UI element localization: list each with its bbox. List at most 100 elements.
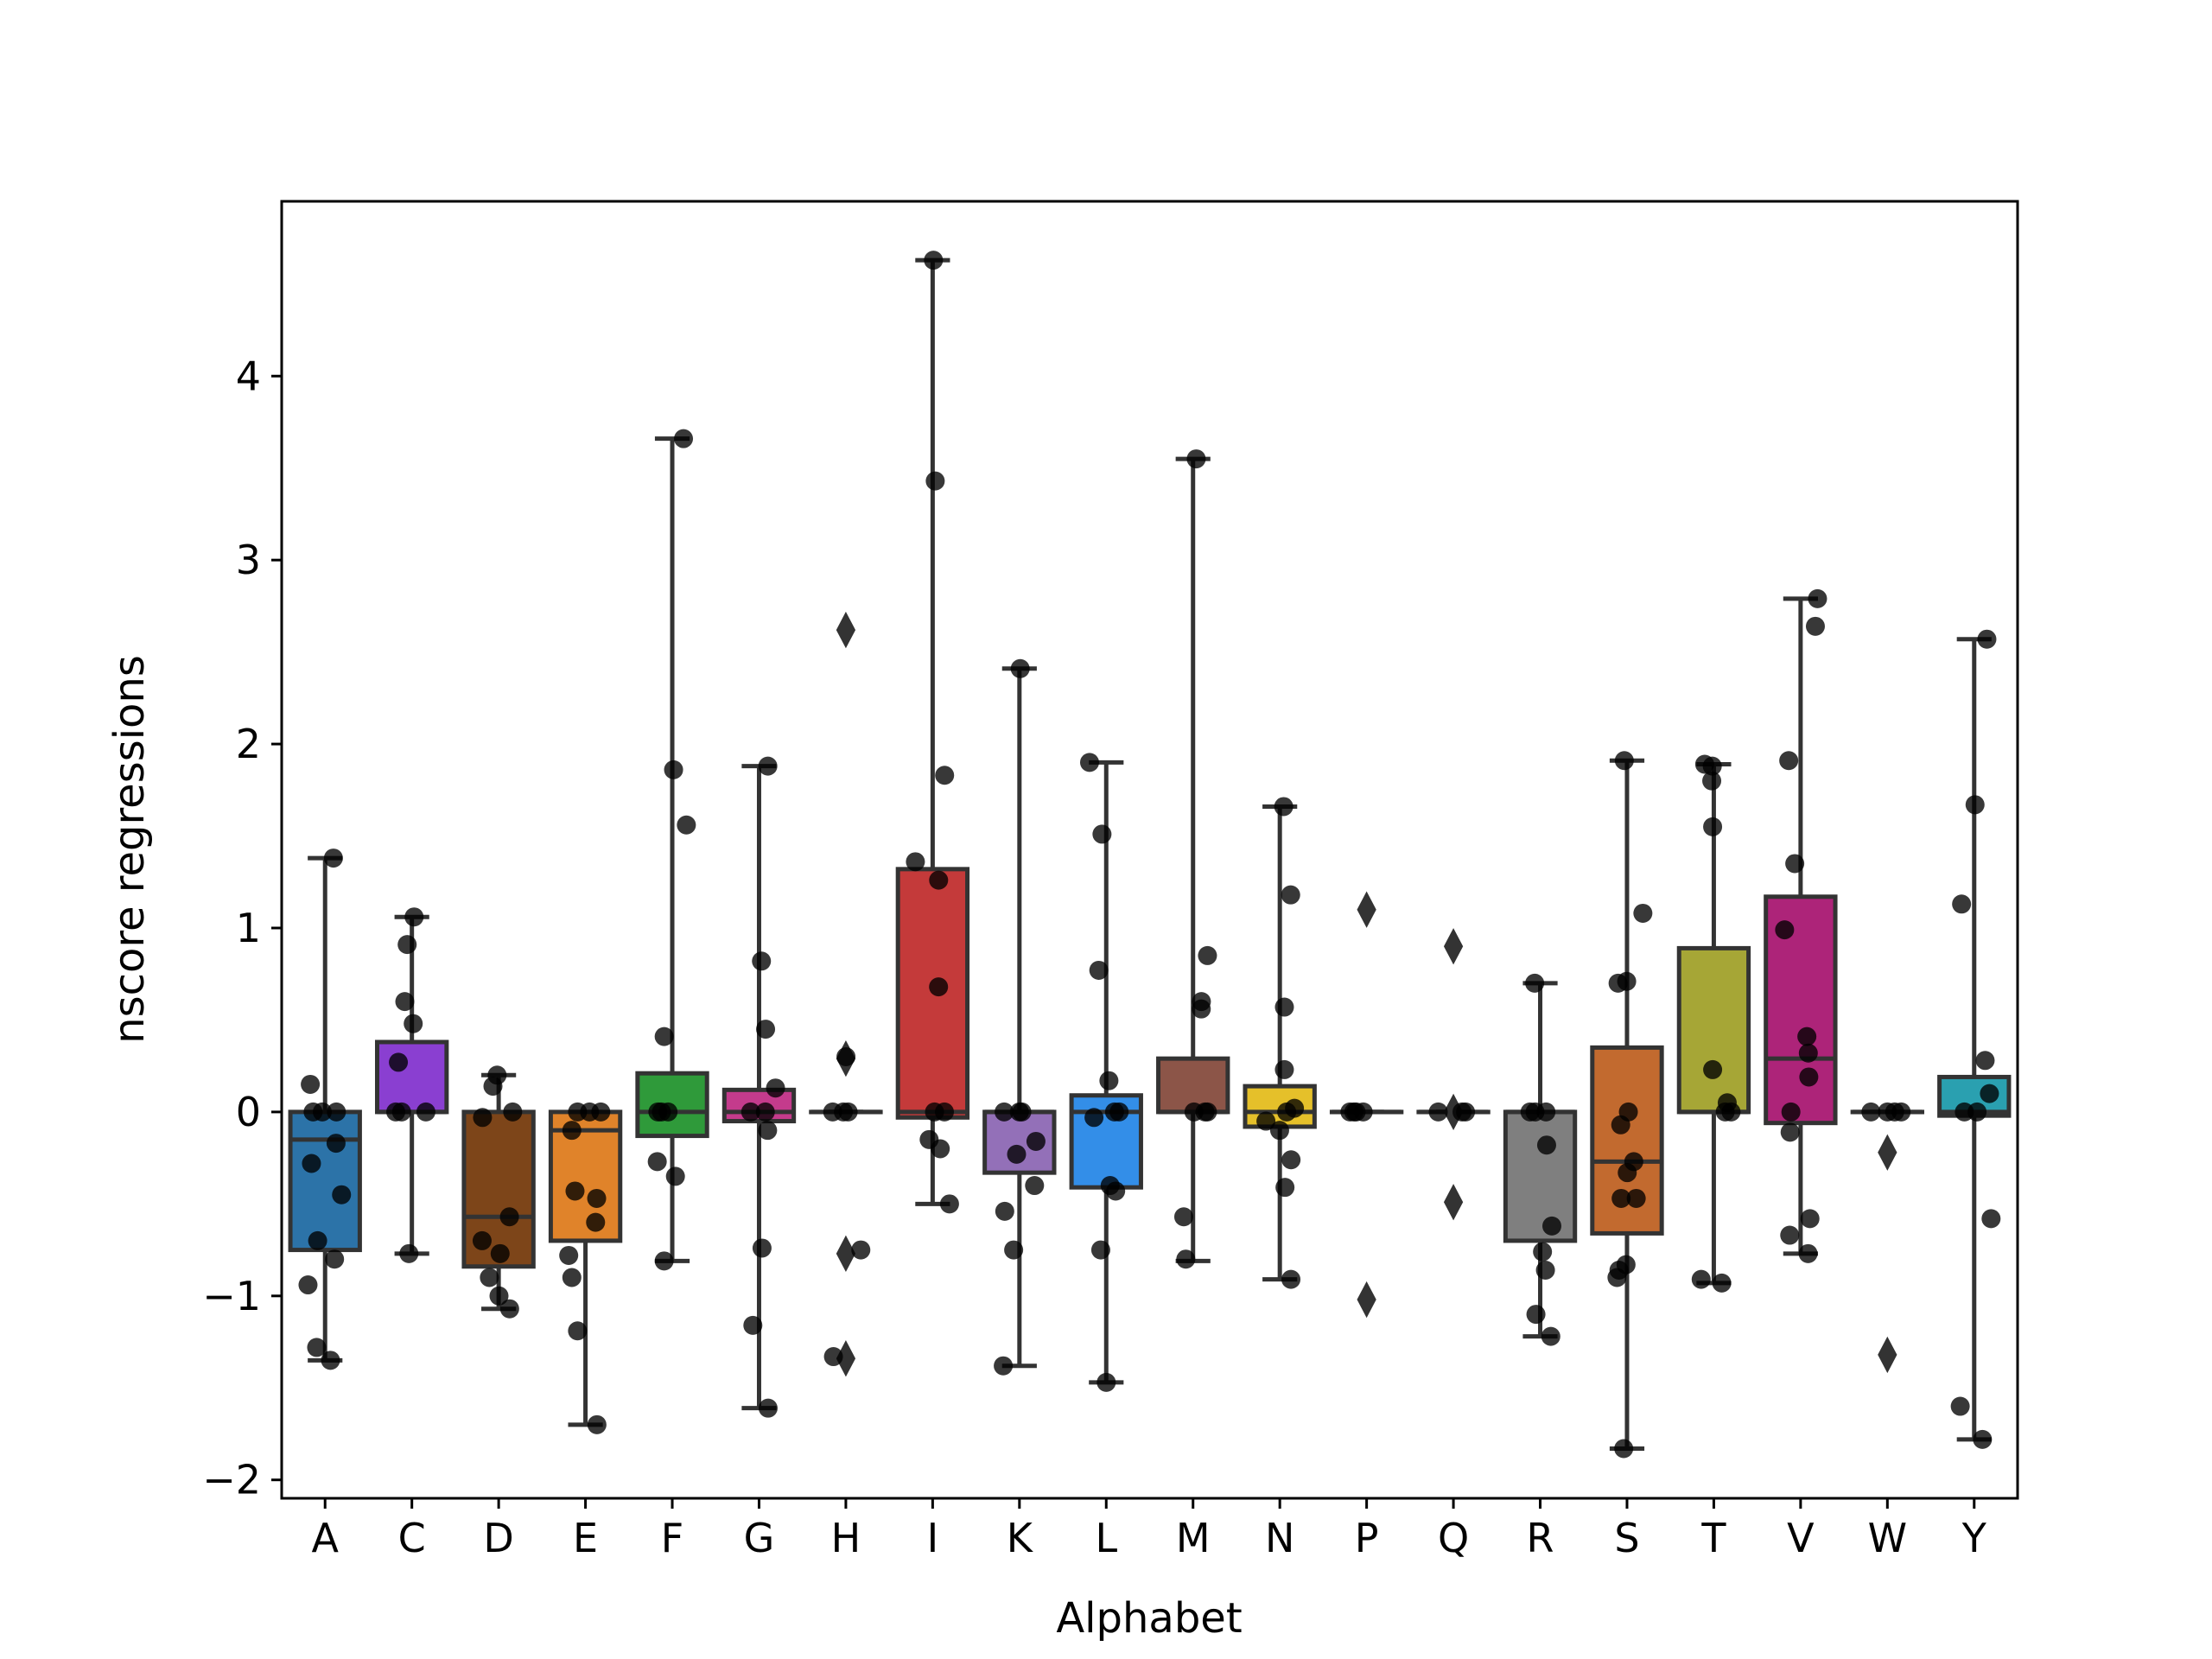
box-group-v — [1764, 588, 1838, 1263]
box-group-y — [1937, 629, 2012, 1449]
x-tick-label: C — [398, 1515, 426, 1561]
data-point — [327, 1102, 346, 1122]
box — [548, 1109, 623, 1243]
data-point — [1703, 1059, 1723, 1079]
data-point — [480, 1268, 499, 1287]
outlier-point — [1443, 1184, 1464, 1221]
data-point — [499, 1299, 519, 1319]
data-point — [1950, 1396, 1970, 1416]
data-point — [1607, 1268, 1627, 1287]
x-tick-label: Y — [1961, 1515, 1987, 1561]
data-point — [929, 870, 949, 890]
outlier-point — [1443, 928, 1464, 965]
outlier-point — [1878, 1134, 1897, 1171]
data-point — [1981, 1209, 2001, 1229]
data-point — [1800, 1209, 1820, 1229]
box-group-w — [1850, 1102, 1925, 1374]
y-axis-title: nscore regressions — [105, 655, 154, 1044]
data-point — [924, 251, 944, 270]
data-point — [1526, 1305, 1546, 1325]
y-tick-label: 4 — [236, 353, 261, 399]
data-point — [994, 1356, 1014, 1376]
data-point — [1780, 1225, 1800, 1245]
data-point — [1536, 1135, 1556, 1155]
data-point — [935, 766, 955, 785]
data-point — [1702, 756, 1722, 776]
box — [1503, 1109, 1578, 1243]
data-point — [1798, 1043, 1818, 1063]
data-point — [399, 1243, 419, 1263]
data-point — [1977, 629, 1997, 649]
data-point — [1106, 1181, 1126, 1201]
x-tick-label: M — [1176, 1515, 1211, 1561]
x-tick-label: V — [1787, 1515, 1815, 1561]
data-point — [1614, 751, 1634, 771]
x-tick-label: H — [831, 1515, 861, 1561]
data-point — [473, 1108, 493, 1128]
data-point — [677, 815, 696, 835]
data-point — [1542, 1216, 1562, 1236]
data-point — [308, 1230, 327, 1250]
box-group-d — [461, 1065, 536, 1319]
box-group-n — [1243, 797, 1317, 1289]
data-point — [939, 1194, 959, 1214]
data-point — [562, 1121, 582, 1141]
box-group-f — [635, 429, 709, 1271]
x-tick-label: I — [927, 1515, 939, 1561]
data-point — [562, 1268, 582, 1287]
outlier-point — [1878, 1336, 1897, 1374]
data-point — [1525, 1102, 1545, 1122]
data-point — [1192, 999, 1211, 1019]
data-point — [752, 1238, 772, 1258]
data-point — [325, 1249, 345, 1269]
outlier-point — [1357, 891, 1376, 928]
data-point — [1799, 1067, 1819, 1087]
data-point — [1198, 1102, 1217, 1122]
data-point — [1007, 1144, 1027, 1164]
data-point — [654, 1027, 674, 1046]
data-point — [1275, 1178, 1295, 1198]
data-point — [1703, 817, 1723, 836]
y-axis: −2 −1 0 1 2 3 4 — [202, 353, 282, 1503]
data-point — [1525, 973, 1545, 993]
data-point — [1079, 753, 1099, 772]
data-point — [834, 1102, 854, 1122]
data-point — [1633, 903, 1653, 923]
box-series — [288, 251, 2012, 1459]
data-point — [1099, 1071, 1119, 1090]
box-group-e — [548, 1102, 623, 1434]
data-point — [1256, 1111, 1276, 1131]
data-point — [823, 1347, 843, 1367]
data-point — [1176, 1249, 1196, 1269]
data-point — [1198, 945, 1217, 965]
data-point — [389, 1052, 409, 1072]
data-point — [587, 1188, 607, 1208]
data-point — [758, 756, 778, 776]
data-point — [1096, 1372, 1116, 1392]
data-point — [756, 1020, 776, 1039]
data-point — [499, 1207, 519, 1227]
data-point — [395, 992, 415, 1012]
data-point — [1614, 1439, 1634, 1459]
data-point — [995, 1102, 1014, 1122]
data-point — [931, 1139, 950, 1159]
data-point — [836, 1047, 856, 1067]
y-tick-label: 3 — [236, 537, 261, 583]
box — [895, 867, 970, 1120]
data-point — [326, 1134, 346, 1154]
data-point — [1084, 1108, 1104, 1128]
box — [288, 1109, 362, 1253]
data-point — [1104, 1102, 1124, 1122]
data-point — [766, 1078, 785, 1098]
data-point — [307, 1338, 327, 1357]
x-tick-label: D — [483, 1515, 513, 1561]
data-point — [1702, 771, 1722, 791]
data-point — [674, 429, 694, 448]
data-point — [489, 1286, 509, 1306]
data-point — [1975, 1051, 1995, 1071]
data-point — [1026, 1131, 1046, 1151]
x-tick-label: W — [1868, 1515, 1907, 1561]
data-point — [929, 977, 949, 997]
data-point — [1805, 616, 1825, 636]
